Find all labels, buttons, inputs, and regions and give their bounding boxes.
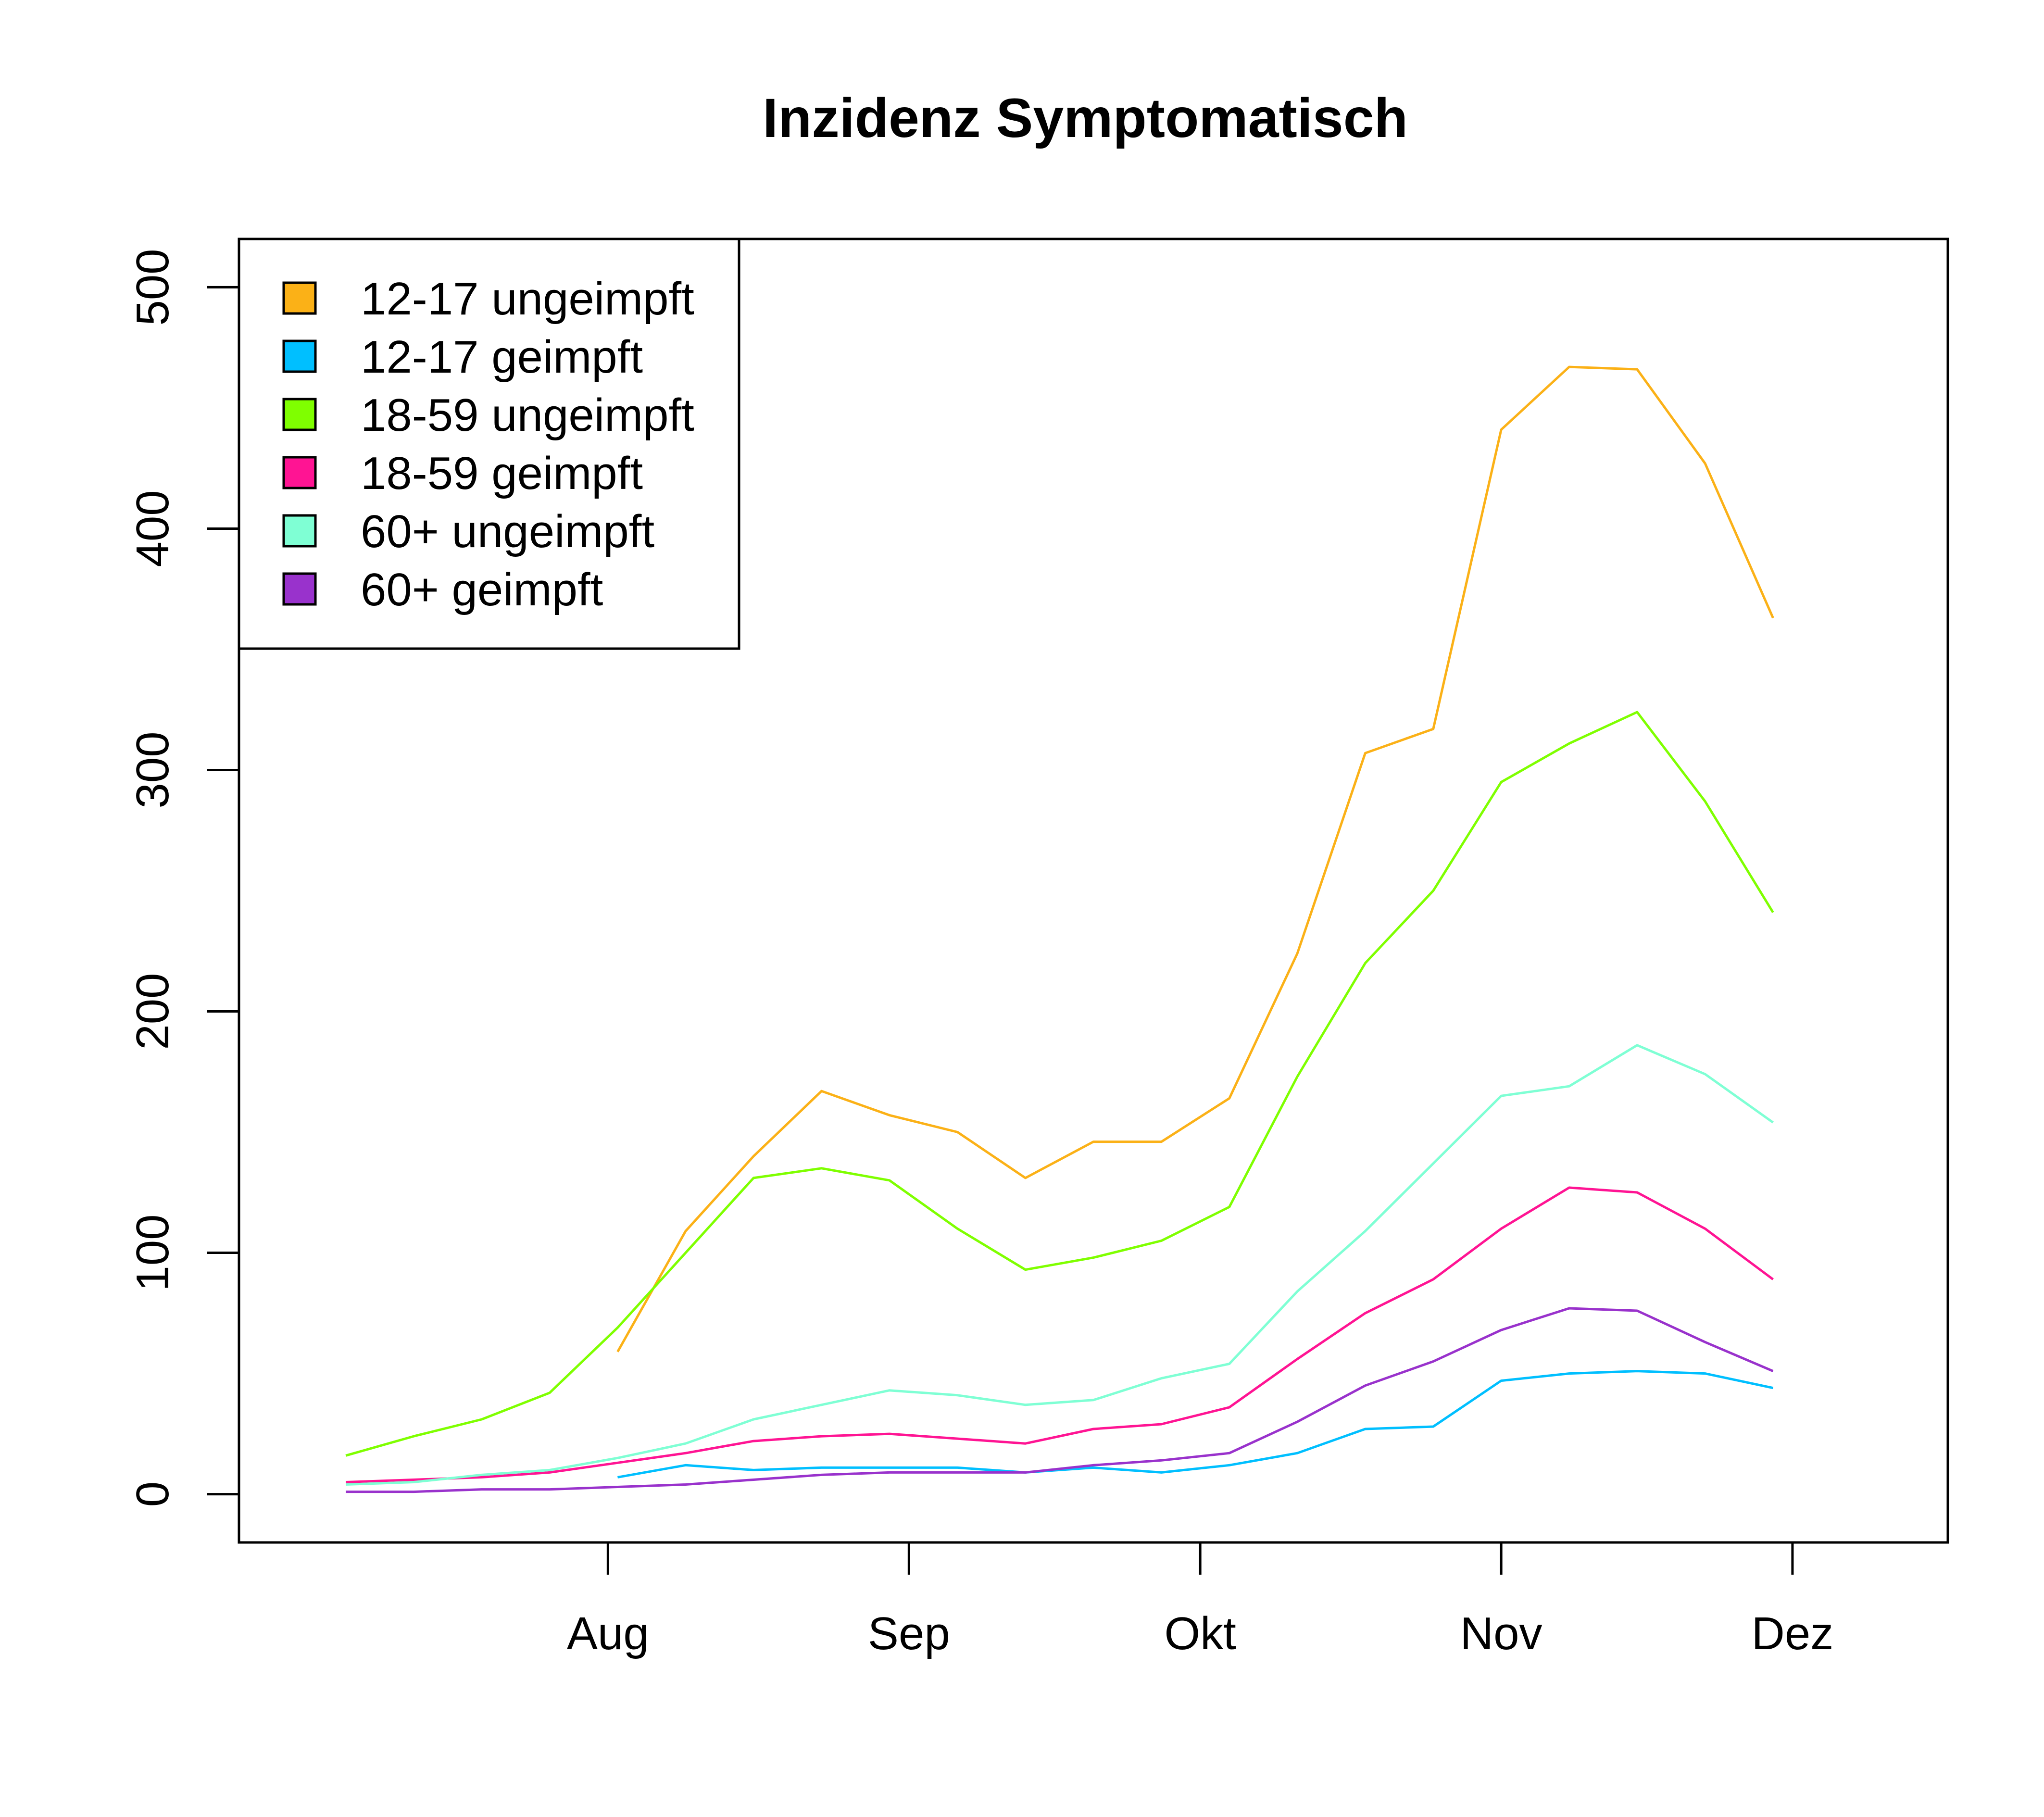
- legend-label-18-59-ungeimpft: 18-59 ungeimpft: [361, 389, 694, 441]
- x-tick-label: Sep: [868, 1608, 950, 1659]
- legend-label-12-17-ungeimpft: 12-17 ungeimpft: [361, 273, 694, 325]
- series-lines: [345, 365, 1774, 1493]
- x-tick-label: Dez: [1752, 1608, 1834, 1659]
- legend-swatch-12-17-geimpft: [282, 339, 317, 373]
- legend-label-12-17-geimpft: 12-17 geimpft: [361, 331, 643, 383]
- legend-label-60plus-geimpft: 60+ geimpft: [361, 564, 603, 615]
- x-tick-label: Aug: [567, 1608, 649, 1659]
- series-line-60plus-ungeimpft: [346, 1044, 1774, 1486]
- legend-swatch-18-59-geimpft: [282, 456, 317, 489]
- legend-label-60plus-ungeimpft: 60+ ungeimpft: [361, 506, 654, 557]
- legend-swatch-12-17-ungeimpft: [282, 281, 317, 315]
- x-tick-label: Nov: [1460, 1608, 1542, 1659]
- y-tick-label: 0: [127, 1481, 178, 1507]
- legend: 12-17 ungeimpft 12-17 geimpft 18-59 ungeim…: [238, 238, 740, 650]
- legend-label-18-59-geimpft: 18-59 geimpft: [361, 448, 643, 499]
- series-line-12-17-geimpft: [617, 1370, 1774, 1479]
- legend-box: [238, 238, 740, 650]
- y-tick-label: 100: [127, 1214, 178, 1291]
- series-line-18-59-ungeimpft: [345, 711, 1774, 1457]
- legend-swatch-18-59-ungeimpft: [282, 398, 317, 431]
- y-tick-label: 200: [127, 973, 178, 1050]
- legend-swatch-60plus-ungeimpft: [282, 514, 317, 548]
- series-line-12-17-ungeimpft: [616, 365, 1774, 1353]
- y-tick-label: 300: [127, 731, 178, 808]
- series-line-60plus-geimpft: [346, 1307, 1774, 1493]
- y-tick-label: 500: [127, 249, 178, 326]
- x-tick-label: Okt: [1164, 1608, 1236, 1659]
- y-tick-label: 400: [127, 490, 178, 567]
- x-axis: Aug Sep Okt Nov Dez: [567, 1541, 1834, 1659]
- chart-title: Inzidenz Symptomatisch: [763, 88, 1408, 149]
- y-axis: 0 100 200 300 400 500: [127, 249, 240, 1507]
- series-line-18-59-geimpft: [346, 1186, 1774, 1483]
- legend-swatch-60plus-geimpft: [282, 572, 317, 606]
